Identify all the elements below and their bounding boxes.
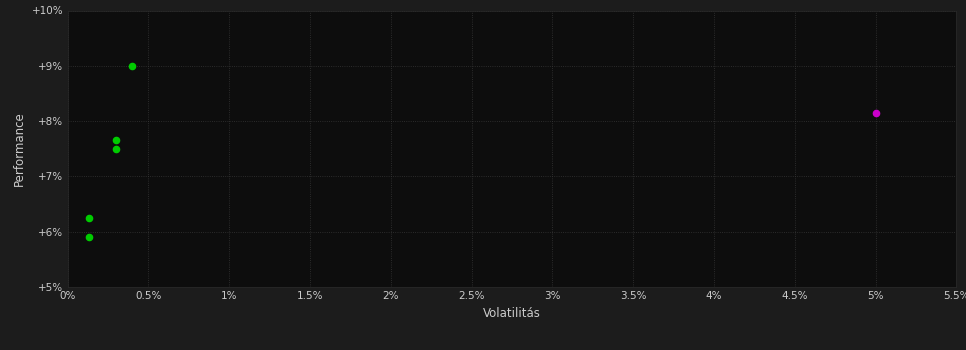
Point: [108, 146, 124, 152]
Point: [125, 63, 140, 69]
Y-axis label: Performance: Performance: [14, 111, 26, 186]
Point: [81, 215, 97, 221]
X-axis label: Volatilitás: Volatilitás: [483, 307, 541, 320]
Point: [81, 234, 97, 240]
Point: [867, 110, 883, 116]
Point: [108, 138, 124, 143]
